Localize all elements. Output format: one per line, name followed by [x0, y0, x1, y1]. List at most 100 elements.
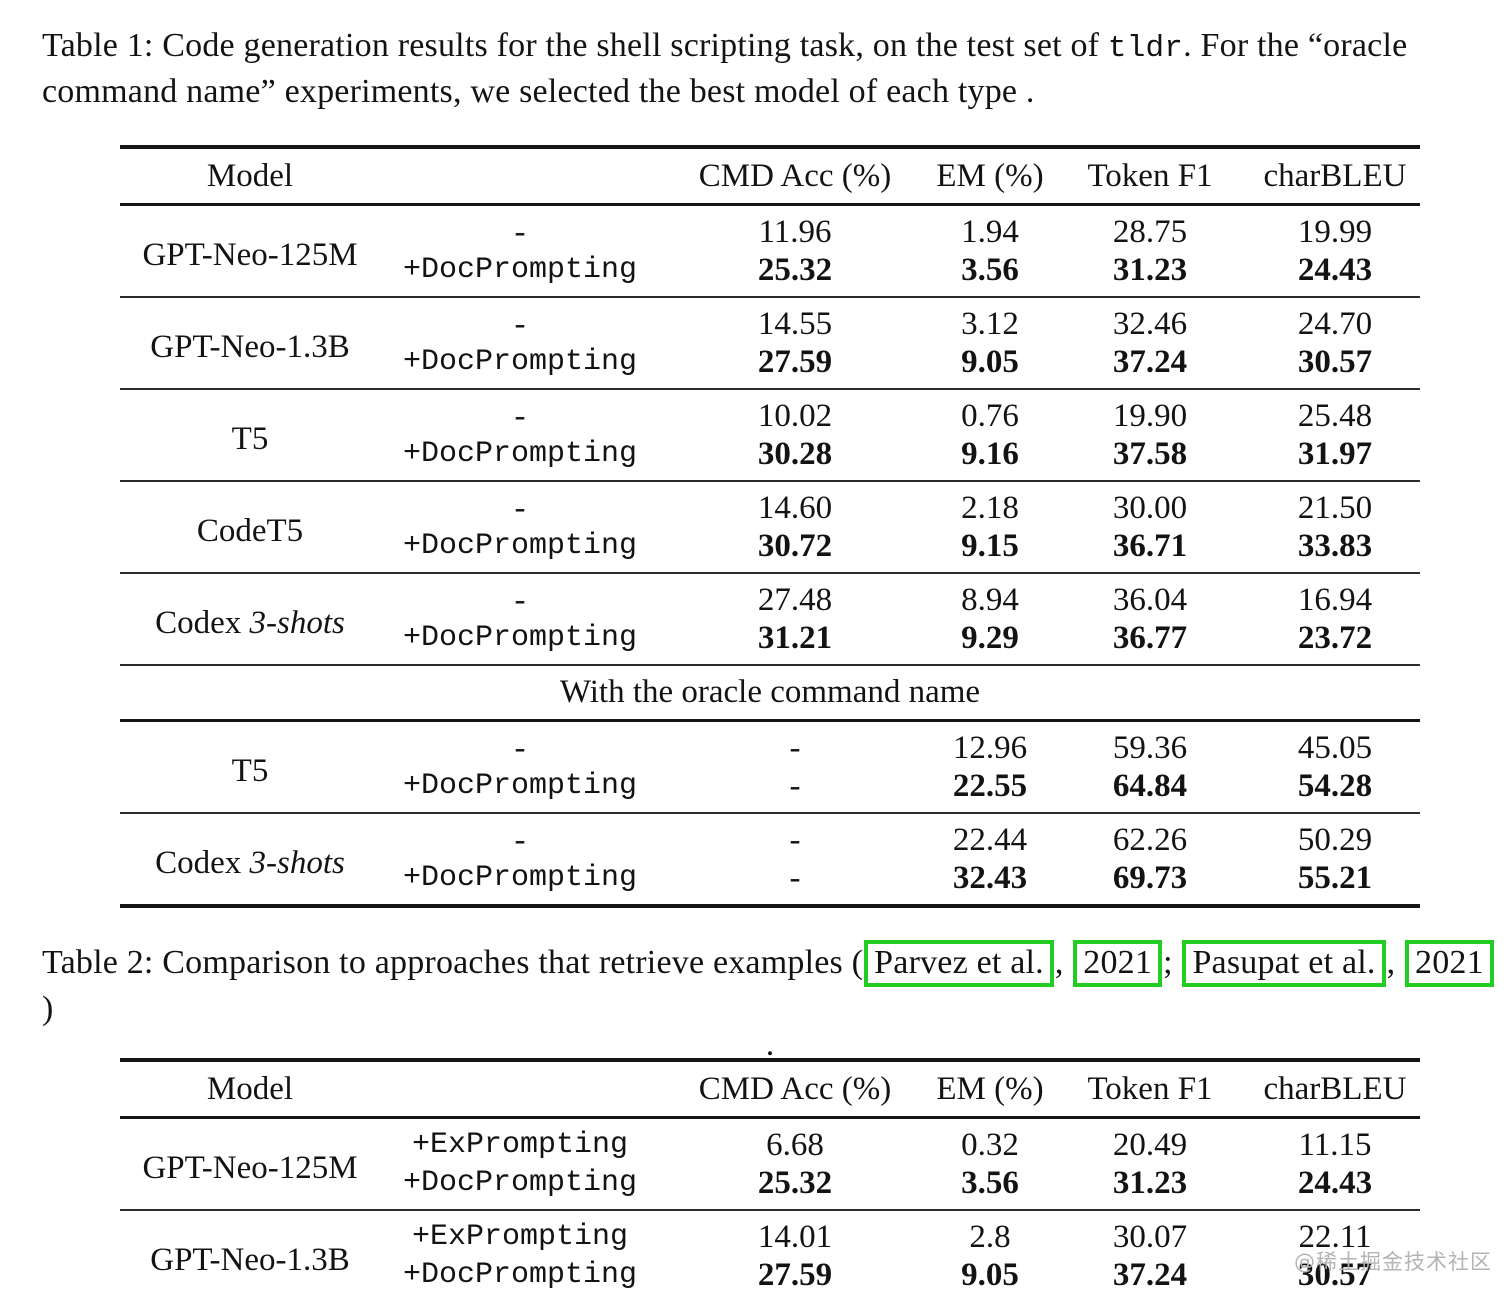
tldr-code-text: tldr	[1107, 31, 1184, 66]
table2-caption-prefix: Table 2: Comparison to approaches that r…	[42, 944, 864, 981]
metric-value: 24.43	[1297, 1165, 1373, 1201]
metric-value: 11.96	[758, 214, 832, 250]
table-row: +DocPrompting 25.32 3.56 31.23 24.43	[120, 1164, 1420, 1210]
model-group: T5- -12.96 59.36 45.05 +DocPrompting -22.55 64…	[120, 720, 1420, 814]
table-row: +DocPrompting 31.21 9.29 36.77 23.72	[120, 619, 1420, 665]
metric-value: 22.44	[952, 822, 1028, 858]
model-name: GPT-Neo-125M	[142, 1149, 358, 1186]
metric-value: 31.97	[1297, 436, 1373, 472]
table-row: +DocPrompting 27.59 9.05 37.24 30.57	[120, 1256, 1420, 1298]
metric-value: 36.71	[1112, 528, 1188, 564]
variant-label: -	[514, 398, 526, 434]
column-header: charBLEU	[1250, 1060, 1420, 1119]
metric-value: 31.23	[1112, 1165, 1188, 1201]
metric-value: 25.48	[1297, 398, 1373, 434]
column-header: CMD Acc (%)	[660, 1060, 930, 1119]
metric-value: 37.24	[1112, 1257, 1188, 1293]
column-header	[380, 147, 660, 206]
metric-value: 2.8	[969, 1219, 1011, 1255]
variant-label: -	[514, 822, 526, 858]
metric-value: 2.18	[961, 490, 1019, 526]
metric-value: 25.32	[757, 1165, 833, 1201]
header-row: Model CMD Acc (%) EM (%) Token F1 charBLEU	[120, 1060, 1420, 1119]
metric-value: 30.07	[1112, 1219, 1188, 1255]
citation-separator: ;	[1163, 944, 1182, 981]
citation-box-pasupat: Pasupat et al.	[1182, 940, 1386, 987]
metric-value: 59.36	[1112, 730, 1188, 766]
model-name-italic: 3-shots	[249, 844, 345, 881]
table1-container: Model CMD Acc (%) EM (%) Token F1 charBLEU GP…	[120, 145, 1512, 908]
variant-label: +DocPrompting	[402, 529, 638, 563]
metric-value: 54.28	[1297, 768, 1373, 804]
metric-value: -	[789, 860, 801, 896]
metric-value: 37.24	[1112, 344, 1188, 380]
variant-label: +DocPrompting	[402, 1166, 638, 1200]
metric-value: 30.00	[1112, 490, 1188, 526]
table-row: +DocPrompting 25.32 3.56 31.23 24.43	[120, 251, 1420, 297]
metric-value: 14.55	[757, 306, 833, 342]
column-header: charBLEU	[1250, 147, 1420, 206]
table-header: Model CMD Acc (%) EM (%) Token F1 charBLEU	[120, 147, 1420, 206]
metric-value: 31.23	[1112, 252, 1188, 288]
model-group: GPT-Neo-125M +ExPrompting 6.68 0.32 20.49 11.…	[120, 1117, 1420, 1211]
metric-value: 6.68	[766, 1127, 824, 1163]
metric-value: 16.94	[1297, 582, 1373, 618]
table-row: GPT-Neo-1.3B - 14.55 3.12 32.46 24.70	[120, 297, 1420, 365]
table2-caption-suffix: )	[42, 990, 54, 1027]
model-name: Codex 3-shots	[155, 844, 345, 881]
metric-value: 45.05	[1297, 730, 1373, 766]
section-header-row: With the oracle command name	[120, 665, 1420, 721]
table1-caption-suffix: . For the “oracle command name” experime…	[42, 27, 1408, 110]
model-name: GPT-Neo-1.3B	[150, 1241, 350, 1278]
column-header: Model	[120, 147, 380, 206]
model-group: CodeT5 - 14.60 2.18 30.00 21.50 +DocPrompting 3…	[120, 481, 1420, 573]
column-header: Model	[120, 1060, 380, 1119]
table-header: Model CMD Acc (%) EM (%) Token F1 charBLEU	[120, 1060, 1420, 1119]
column-header: Token F1	[1050, 1060, 1250, 1119]
section-header-group: With the oracle command name	[120, 665, 1420, 721]
metric-value: 32.43	[952, 860, 1028, 896]
table-row: GPT-Neo-1.3B +ExPrompting 14.01 2.8 30.07 22.…	[120, 1210, 1420, 1278]
model-group: GPT-Neo-1.3B -14.55 3.12 32.46 24.70 +DocProm…	[120, 297, 1420, 389]
variant-label: +DocPrompting	[402, 861, 638, 895]
metric-value: -	[789, 730, 801, 766]
model-name-italic: 3-shots	[249, 604, 345, 641]
table-row: GPT-Neo-125M +ExPrompting 6.68 0.32 20.49 11.…	[120, 1118, 1420, 1186]
table2-caption: Table 2: Comparison to approaches that r…	[42, 940, 1504, 1030]
metric-value: 64.84	[1112, 768, 1188, 804]
metric-value: 22.55	[952, 768, 1028, 804]
citation-box-parvez: Parvez et al.	[864, 940, 1054, 987]
table-row: CodeT5 - 14.60 2.18 30.00 21.50	[120, 481, 1420, 549]
table-row: +DocPrompting 30.72 9.15 36.71 33.83	[120, 527, 1420, 573]
metric-value: 12.96	[952, 730, 1028, 766]
model-group: GPT-Neo-125M -11.96 1.94 28.75 19.99 +DocProm…	[120, 204, 1420, 298]
table-row: GPT-Neo-125M - 11.96 1.94 28.75 19.99	[120, 205, 1420, 273]
metric-value: 20.49	[1112, 1127, 1188, 1163]
metric-value: 3.56	[961, 252, 1019, 288]
metric-value: 30.28	[757, 436, 833, 472]
metric-value: 27.59	[757, 1257, 833, 1293]
metric-value: 33.83	[1297, 528, 1373, 564]
metric-value: 0.32	[961, 1127, 1019, 1163]
metric-value: 36.04	[1112, 582, 1188, 618]
variant-label: +DocPrompting	[402, 253, 638, 287]
citation-box-pasupat-year: 2021	[1405, 940, 1494, 987]
metric-value: 32.46	[1112, 306, 1188, 342]
metric-value: 14.01	[757, 1219, 833, 1255]
metric-value: 19.99	[1297, 214, 1373, 250]
metric-value: 27.59	[757, 344, 833, 380]
table-row: T5 - - 12.96 59.36 45.05	[120, 721, 1420, 789]
table-row: T5 - 10.02 0.76 19.90 25.48	[120, 389, 1420, 457]
column-header: EM (%)	[930, 1060, 1050, 1119]
metric-value: 9.16	[961, 436, 1019, 472]
metric-value: 1.94	[961, 214, 1019, 250]
table-row: Codex 3-shots - - 22.44 62.26 50.29	[120, 813, 1420, 881]
metric-value: 28.75	[1112, 214, 1188, 250]
metric-value: 24.70	[1297, 306, 1373, 342]
model-name: Codex 3-shots	[155, 604, 345, 641]
table-row: +DocPrompting 30.28 9.16 37.58 31.97	[120, 435, 1420, 481]
model-name: GPT-Neo-1.3B	[150, 328, 350, 365]
citation-separator: ,	[1386, 944, 1404, 981]
header-row: Model CMD Acc (%) EM (%) Token F1 charBLEU	[120, 147, 1420, 206]
metric-value: 37.58	[1112, 436, 1188, 472]
